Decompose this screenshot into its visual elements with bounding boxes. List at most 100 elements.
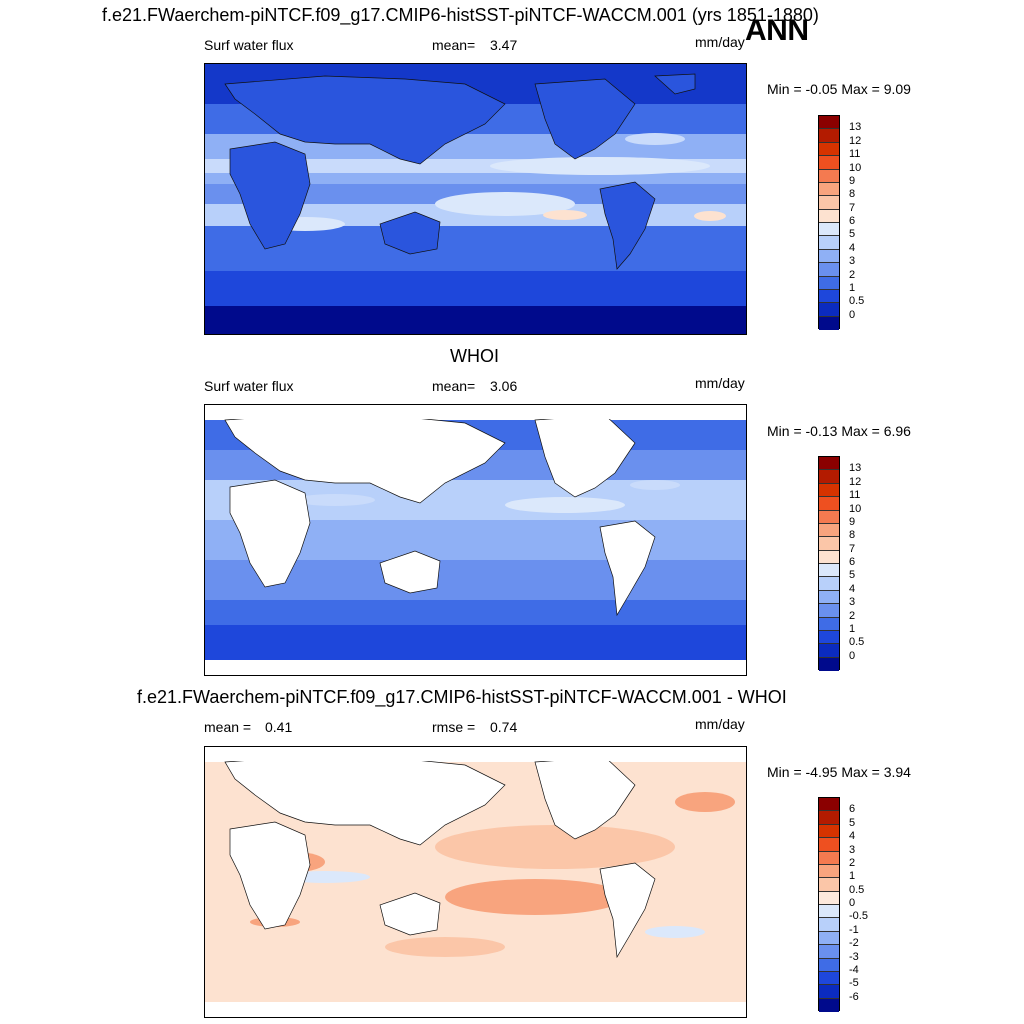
panel3-units: mm/day (695, 716, 745, 732)
colorbar-swatch (819, 851, 839, 865)
colorbar-swatch (819, 824, 839, 839)
colorbar-tick-label: 0 (849, 308, 856, 321)
colorbar-swatch (819, 249, 839, 264)
colorbar-tick-label: 4 (849, 582, 856, 595)
colorbar-tick-label: 9 (849, 174, 856, 187)
colorbar-tick-label: 6 (849, 215, 856, 227)
panel1-colorbar (818, 115, 840, 330)
colorbar-tick-label: 5 (849, 816, 856, 829)
colorbar-tick-label: 1 (849, 870, 856, 883)
panel1-units: mm/day (695, 34, 745, 50)
panel3-rmse-value: 0.74 (490, 719, 518, 735)
colorbar-tick-label: -3 (849, 950, 859, 963)
panel2-minmax: Min = -0.13 Max = 6.96 (767, 423, 911, 439)
colorbar-swatch (819, 918, 839, 932)
colorbar-swatch (819, 811, 839, 825)
colorbar-swatch (819, 945, 839, 959)
colorbar-swatch (819, 303, 839, 317)
colorbar-swatch (819, 564, 839, 578)
colorbar-swatch (819, 590, 839, 605)
colorbar-swatch (819, 864, 839, 879)
colorbar-swatch (819, 577, 839, 591)
colorbar-swatch (819, 958, 839, 972)
colorbar-tick-label: 9 (849, 515, 856, 528)
panel3-mean-value: 0.41 (265, 719, 293, 735)
colorbar-swatch (819, 604, 839, 618)
colorbar-tick-label: -6 (849, 990, 859, 1003)
colorbar-swatch (819, 878, 839, 892)
colorbar-swatch (819, 169, 839, 183)
colorbar-tick-label: 11 (849, 489, 861, 502)
colorbar-swatch (819, 497, 839, 511)
colorbar-swatch (819, 142, 839, 157)
colorbar-tick-label: 5 (849, 569, 856, 582)
colorbar-swatch (819, 838, 839, 852)
panel3-minmax: Min = -4.95 Max = 3.94 (767, 764, 911, 780)
colorbar-tick-label: 12 (849, 134, 862, 147)
colorbar-swatch (819, 263, 839, 277)
colorbar-tick-label: 12 (849, 475, 862, 488)
colorbar-tick-label: 8 (849, 188, 856, 201)
colorbar-swatch (819, 182, 839, 197)
colorbar-swatch (819, 931, 839, 946)
colorbar-swatch (819, 236, 839, 250)
panel2-mean-label: mean= (432, 378, 476, 394)
colorbar-swatch (819, 657, 839, 671)
panel2-title: WHOI (450, 346, 499, 366)
panel1-map (204, 63, 747, 335)
colorbar-tick-label: 6 (849, 556, 856, 568)
colorbar-tick-label: 3 (849, 843, 856, 856)
colorbar-swatch (819, 905, 839, 919)
colorbar-tick-label: 0.5 (849, 295, 865, 308)
colorbar-tick-label: 13 (849, 121, 862, 134)
panel3-mean-label: mean = (204, 719, 252, 735)
colorbar-swatch (819, 483, 839, 498)
colorbar-tick-label: 2 (849, 856, 856, 869)
colorbar-swatch (819, 116, 839, 130)
colorbar-swatch (819, 985, 839, 999)
colorbar-tick-label: 11 (849, 148, 861, 161)
colorbar-swatch (819, 276, 839, 290)
panel1-minmax: Min = -0.05 Max = 9.09 (767, 81, 911, 97)
colorbar-swatch (819, 891, 839, 905)
colorbar-tick-label: -1 (849, 923, 859, 936)
colorbar-tick-label: 6 (849, 803, 856, 816)
panel2-colorbar (818, 456, 840, 671)
panel2-variable-label: Surf water flux (204, 378, 294, 394)
colorbar-swatch (819, 798, 839, 812)
colorbar-tick-label: 4 (849, 241, 856, 254)
colorbar-tick-label: 7 (849, 201, 856, 214)
colorbar-tick-label: 13 (849, 462, 862, 475)
colorbar-swatch (819, 223, 839, 237)
colorbar-tick-label: 2 (849, 268, 856, 281)
colorbar-swatch (819, 316, 839, 330)
colorbar-tick-label: 5 (849, 228, 856, 241)
colorbar-tick-label: -5 (849, 977, 859, 990)
colorbar-tick-label: 10 (849, 161, 862, 174)
colorbar-swatch (819, 537, 839, 551)
colorbar-swatch (819, 630, 839, 645)
colorbar-tick-label: 2 (849, 609, 856, 622)
colorbar-tick-label: 0 (849, 649, 856, 662)
colorbar-swatch (819, 129, 839, 143)
panel3-colorbar (818, 797, 840, 1012)
colorbar-swatch (819, 196, 839, 210)
colorbar-swatch (819, 457, 839, 471)
colorbar-tick-label: -0.5 (849, 910, 868, 923)
colorbar-swatch (819, 510, 839, 524)
panel1-variable-label: Surf water flux (204, 37, 294, 53)
colorbar-tick-label: 0.5 (849, 636, 865, 649)
colorbar-swatch (819, 971, 839, 986)
colorbar-tick-label: 1 (849, 281, 856, 294)
colorbar-swatch (819, 289, 839, 304)
colorbar-tick-label: -4 (849, 963, 859, 976)
colorbar-swatch (819, 617, 839, 631)
panel2-units: mm/day (695, 375, 745, 391)
colorbar-tick-label: 0.5 (849, 883, 865, 896)
colorbar-tick-label: 3 (849, 255, 856, 268)
colorbar-tick-label: -2 (849, 937, 859, 950)
panel3-title: f.e21.FWaerchem-piNTCF.f09_g17.CMIP6-his… (137, 687, 787, 707)
panel1-title: f.e21.FWaerchem-piNTCF.f09_g17.CMIP6-his… (102, 5, 819, 25)
colorbar-tick-label: 10 (849, 502, 862, 515)
colorbar-swatch (819, 550, 839, 564)
